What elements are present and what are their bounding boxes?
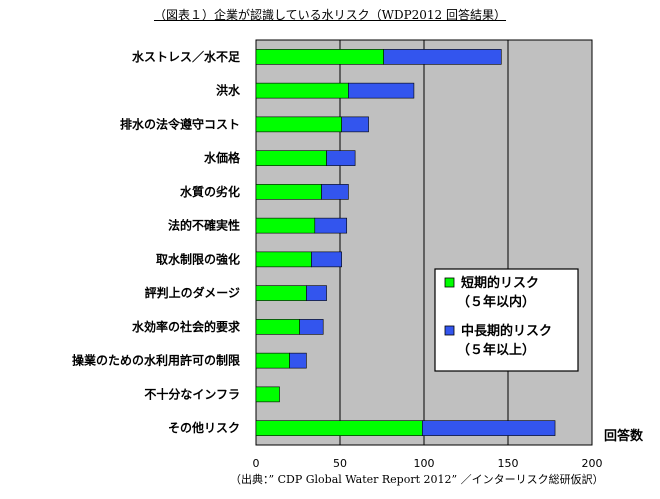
bar-long-term [289,352,307,369]
x-tick-label: 100 [414,457,435,470]
bar-long-term [306,285,327,301]
source-note: （出典：” CDP Global Water Report 2012” ／インタ… [230,473,604,486]
category-label: 水価格 [204,150,241,165]
chart-title: （図表１）企業が認識している水リスク（WDP2012 回答結果） [153,8,507,22]
category-label: 取水制限の強化 [156,251,240,266]
category-label: 水質の劣化 [180,184,240,199]
bar-short-term [255,184,322,200]
x-tick-label: 200 [582,457,603,470]
bar-long-term [326,150,356,166]
bar-short-term [255,251,312,268]
bar-short-term [255,217,316,234]
bar-short-term [255,285,307,301]
category-label: 操業のための水利用許可の制限 [72,353,240,368]
legend [434,268,579,372]
bar-long-term [314,217,348,234]
legend-label: 短期的リスク [461,275,539,291]
x-tick-label: 50 [333,457,347,470]
legend-swatch-short-term [444,277,455,288]
bar-short-term [255,49,384,65]
bar-long-term [383,49,502,65]
category-label: 水効率の社会的要求 [132,319,241,334]
bar-short-term [255,386,280,403]
legend-label: 中長期的リスク [461,323,552,339]
x-tick-label: 0 [253,457,260,470]
category-label: 排水の法令遵守コスト [120,116,240,131]
bar-long-term [321,184,349,200]
legend-swatch-long-term [444,325,455,336]
category-label: 洪水 [216,83,241,98]
category-label: その他リスク [168,420,240,435]
bar-short-term [255,319,300,335]
bar-short-term [255,116,342,133]
bar-short-term [255,150,327,166]
bar-long-term [348,82,415,99]
bar-long-term [422,420,556,436]
bar-long-term [311,251,342,268]
bar-short-term [255,352,290,369]
bar-long-term [341,116,369,133]
legend-label-sub: （５年以内） [457,294,535,310]
bar-long-term [299,319,324,335]
bar-short-term [255,420,423,436]
category-label: 評判上のダメージ [145,285,240,300]
x-tick-label: 150 [498,457,519,470]
bar-short-term [255,82,349,99]
legend-label-sub: （５年以上） [457,342,535,358]
category-label: 水ストレス／水不足 [132,49,240,64]
category-label: 法的不確実性 [168,218,240,233]
x-axis-label: 回答数 [604,428,644,444]
category-label: 不十分なインフラ [144,386,240,401]
